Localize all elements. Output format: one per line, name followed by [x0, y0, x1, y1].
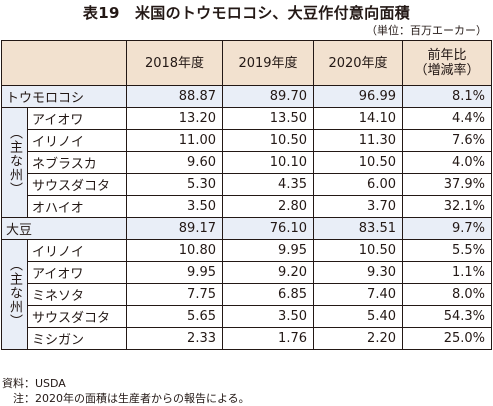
value-2020-cell: 10.50: [313, 151, 403, 174]
acreage-table: 2018年度 2019年度 2020年度 前年比 （増減率） トウモロコシ 88.…: [1, 40, 492, 350]
value-2018-cell: 2.33: [126, 327, 223, 350]
group-label-text: （主な州）: [7, 257, 22, 328]
value-2018-cell: 7.75: [126, 283, 223, 306]
value-2018-cell: 13.20: [126, 107, 223, 130]
table-row: （主な州） イリノイ 10.80 9.95 10.50 5.5%: [1, 239, 492, 350]
value-2020-cell: 6.00: [313, 173, 403, 196]
value-2019-cell: 6.85: [222, 283, 314, 306]
value-2019-cell: 9.95: [222, 239, 314, 262]
state-label: サウスダコタ: [27, 305, 127, 328]
state-label: イリノイ: [27, 239, 127, 262]
table-row: 大豆 89.17 76.10 83.51 9.7%: [1, 217, 492, 240]
table-row: ミシガン 2.33 1.76 2.20 25.0%: [2, 327, 492, 350]
group-label: （主な州）: [1, 107, 28, 218]
value-2019-cell: 3.50: [222, 305, 314, 328]
total-2019-cell: 89.70: [222, 85, 314, 108]
crop-label: 大豆: [1, 217, 127, 240]
table-row: （主な州） アイオワ 13.20 13.50 14.10 4.4%: [1, 107, 492, 218]
total-2018-cell: 88.87: [126, 85, 223, 108]
total-2020-cell: 83.51: [313, 217, 403, 240]
header-2019: 2019年度: [222, 40, 314, 86]
value-change-cell: 7.6%: [402, 129, 492, 152]
total-2018-cell: 89.17: [126, 217, 223, 240]
state-label: ネブラスカ: [27, 151, 127, 174]
header-2020: 2020年度: [313, 40, 403, 86]
header-change-label: 前年比: [427, 48, 467, 63]
value-change-cell: 54.3%: [402, 305, 492, 328]
value-change-cell: 4.0%: [402, 151, 492, 174]
table-row: イリノイ 11.00 10.50 11.30 7.6%: [2, 129, 492, 152]
value-2019-cell: 10.10: [222, 151, 314, 174]
value-2019-cell: 10.50: [222, 129, 314, 152]
table-row: オハイオ 3.50 2.80 3.70 32.1%: [2, 195, 492, 218]
value-change-cell: 1.1%: [402, 261, 492, 284]
value-2020-cell: 5.40: [313, 305, 403, 328]
value-change-cell: 32.1%: [402, 195, 492, 218]
table-row: ミネソタ 7.75 6.85 7.40 8.0%: [2, 283, 492, 306]
value-change-cell: 37.9%: [402, 173, 492, 196]
value-2019-cell: 2.80: [222, 195, 314, 218]
table-row: トウモロコシ 88.87 89.70 96.99 8.1%: [1, 85, 492, 108]
state-label: イリノイ: [27, 129, 127, 152]
state-label: ミシガン: [27, 327, 127, 350]
state-label: オハイオ: [27, 195, 127, 218]
value-change-cell: 8.0%: [402, 283, 492, 306]
value-change-cell: 25.0%: [402, 327, 492, 350]
footnote: 注：2020年の面積は生産者からの報告による。: [2, 392, 250, 405]
state-label: アイオワ: [27, 261, 127, 284]
header-change: 前年比 （増減率）: [402, 40, 492, 86]
value-2018-cell: 9.95: [126, 261, 223, 284]
value-2020-cell: 7.40: [313, 283, 403, 306]
value-2019-cell: 13.50: [222, 107, 314, 130]
crop-label: トウモロコシ: [1, 85, 127, 108]
value-2018-cell: 5.30: [126, 173, 223, 196]
state-label: サウスダコタ: [27, 173, 127, 196]
value-2018-cell: 9.60: [126, 151, 223, 174]
table-title: 表19 米国のトウモロコシ、大豆作付意向面積: [82, 4, 411, 22]
value-2018-cell: 11.00: [126, 129, 223, 152]
value-2020-cell: 14.10: [313, 107, 403, 130]
table-row: アイオワ 9.95 9.20 9.30 1.1%: [2, 261, 492, 284]
group-label-text: （主な州）: [7, 125, 22, 196]
value-2020-cell: 2.20: [313, 327, 403, 350]
value-2020-cell: 11.30: [313, 129, 403, 152]
table-row: サウスダコタ 5.30 4.35 6.00 37.9%: [2, 173, 492, 196]
group-label: （主な州）: [1, 239, 28, 350]
value-2019-cell: 1.76: [222, 327, 314, 350]
value-2020-cell: 3.70: [313, 195, 403, 218]
header-2018: 2018年度: [126, 40, 223, 86]
source-note: 資料：USDA: [2, 377, 66, 390]
total-change-cell: 9.7%: [402, 217, 492, 240]
state-label: アイオワ: [27, 107, 127, 130]
value-2020-cell: 10.50: [313, 239, 403, 262]
value-2018-cell: 5.65: [126, 305, 223, 328]
header-change-sub: （増減率）: [414, 63, 480, 78]
unit-label: （単位：百万エーカー）: [366, 24, 487, 37]
value-change-cell: 5.5%: [402, 239, 492, 262]
value-2020-cell: 9.30: [313, 261, 403, 284]
value-change-cell: 4.4%: [402, 107, 492, 130]
table-row: サウスダコタ 5.65 3.50 5.40 54.3%: [2, 305, 492, 328]
value-2018-cell: 10.80: [126, 239, 223, 262]
table-row: ネブラスカ 9.60 10.10 10.50 4.0%: [2, 151, 492, 174]
total-change-cell: 8.1%: [402, 85, 492, 108]
total-2019-cell: 76.10: [222, 217, 314, 240]
value-2019-cell: 4.35: [222, 173, 314, 196]
total-2020-cell: 96.99: [313, 85, 403, 108]
value-2018-cell: 3.50: [126, 195, 223, 218]
state-label: ミネソタ: [27, 283, 127, 306]
header-row: 2018年度 2019年度 2020年度 前年比 （増減率）: [1, 40, 492, 86]
header-corner: [1, 40, 127, 86]
value-2019-cell: 9.20: [222, 261, 314, 284]
